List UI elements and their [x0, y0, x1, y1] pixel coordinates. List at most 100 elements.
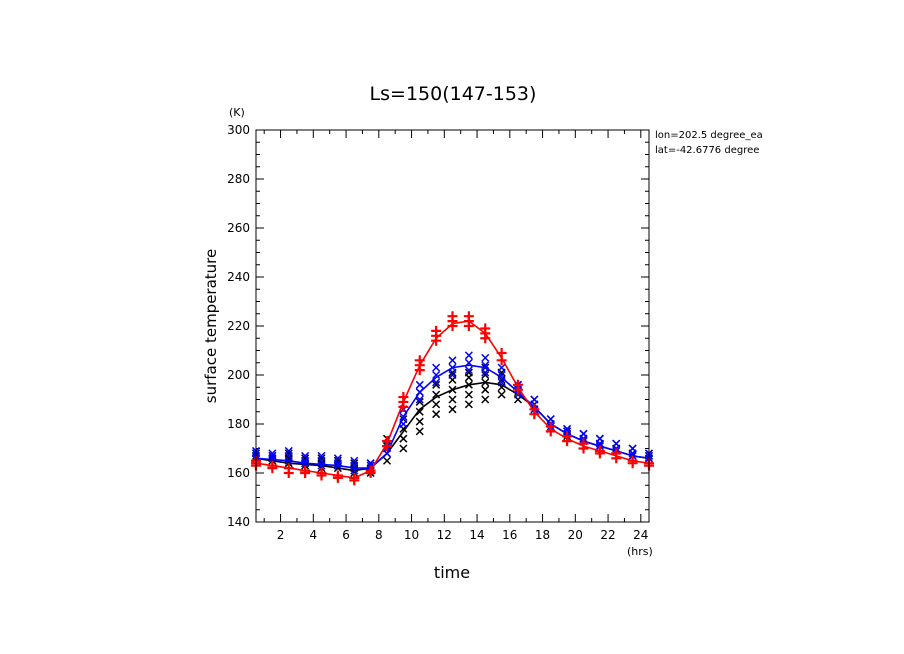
series-1-x-marker — [464, 366, 473, 375]
plot-frame — [255, 129, 650, 523]
series-1-x-marker — [333, 461, 342, 470]
series-1-x-marker — [350, 456, 359, 465]
series-0-line — [255, 381, 650, 472]
series-1-x-marker — [432, 363, 441, 372]
y-tick-label: 160 — [227, 466, 250, 480]
series-1-x-marker — [399, 412, 408, 421]
series-2-plus-marker — [414, 355, 425, 366]
series-2-plus-marker — [300, 465, 311, 476]
series-1-x-marker — [333, 454, 342, 463]
series-2-plus-marker — [562, 431, 573, 442]
series-1-x-marker — [595, 434, 604, 443]
x-tick-label: 12 — [437, 528, 452, 542]
series-0-x-marker — [415, 427, 424, 436]
y-tick-label: 200 — [227, 368, 250, 382]
series-1-x-marker — [317, 451, 326, 460]
series-1-x-marker — [497, 370, 506, 380]
series-0-x-marker — [284, 449, 293, 458]
series-1-x-marker — [268, 451, 277, 460]
series-0-x-marker — [432, 380, 441, 389]
series-1-x-marker — [301, 459, 310, 468]
y-axis-label: surface temperature — [202, 249, 220, 404]
series-2-plus-marker — [447, 311, 458, 322]
series-2-plus-marker — [594, 445, 605, 456]
annotation-lat: lat=-42.6776 degree — [655, 145, 759, 156]
series-2-plus-marker — [480, 323, 491, 334]
series-1-x-marker — [464, 351, 473, 360]
series-0-x-marker — [481, 370, 490, 380]
series-1-x-marker — [415, 395, 424, 404]
series-2-plus-marker — [365, 465, 376, 476]
series-2-plus-marker — [398, 392, 409, 403]
x-tick-label: 4 — [309, 528, 317, 542]
series-0-x-marker — [497, 390, 506, 399]
series-0-x-marker — [432, 410, 441, 419]
series-1-x-marker — [432, 378, 441, 387]
series-2-plus-marker — [627, 455, 638, 466]
x-tick-label: 18 — [535, 528, 550, 542]
series-1-x-marker — [415, 388, 424, 397]
y-tick-label: 220 — [227, 319, 250, 333]
series-1-x-marker — [448, 370, 457, 380]
series-2-plus-marker — [332, 470, 343, 481]
series-2-plus-marker — [316, 468, 327, 478]
chart-title: Ls=150(147-153) — [370, 83, 537, 105]
x-tick-label: 16 — [502, 528, 517, 542]
series-0-x-marker — [350, 459, 359, 468]
series-1-x-marker — [448, 356, 457, 365]
series-0-x-marker — [415, 397, 424, 406]
y-tick-label: 140 — [227, 515, 250, 529]
series-0-x-marker — [464, 368, 473, 377]
y-unit-label: (K) — [229, 106, 245, 119]
series-2-plus-marker — [545, 421, 556, 432]
x-axis-label: time — [434, 563, 470, 582]
series-1-x-marker — [268, 449, 277, 458]
series-2-plus-marker — [431, 325, 442, 336]
series-1-x-marker — [399, 419, 408, 429]
series-0-x-marker — [415, 417, 424, 426]
series-2-plus-marker — [496, 347, 507, 358]
x-unit-label: (hrs) — [627, 545, 653, 558]
series-0-x-marker — [382, 456, 392, 465]
series-2-plus-marker — [283, 463, 294, 474]
series-0-x-marker — [448, 385, 457, 394]
y-tick-label: 300 — [227, 123, 250, 137]
series-1-x-marker — [481, 353, 490, 362]
series-2-plus-marker — [529, 404, 540, 415]
series-0-x-marker — [481, 378, 490, 387]
series-1-x-marker — [464, 358, 473, 367]
series-2 — [251, 311, 654, 486]
series-0-x-marker — [448, 395, 457, 404]
series-1-x-marker — [497, 378, 506, 387]
x-tick-label: 10 — [404, 528, 419, 542]
series-1-x-marker — [481, 361, 490, 370]
series-1-x-marker — [579, 429, 588, 438]
series-1-x-marker — [497, 363, 506, 372]
series-1-x-marker — [563, 424, 572, 433]
series-1-x-marker — [301, 451, 310, 460]
series-0-x-marker — [415, 407, 424, 416]
x-tick-label: 2 — [277, 528, 285, 542]
series-1-x-marker — [546, 415, 555, 424]
x-tick-label: 24 — [633, 528, 648, 542]
series-0-x-marker — [399, 434, 408, 443]
series-1-x-marker — [481, 368, 490, 377]
series-2-plus-marker — [267, 460, 278, 471]
x-tick-label: 14 — [469, 528, 484, 542]
series-2-plus-marker — [349, 472, 360, 483]
y-tick-label: 180 — [227, 417, 250, 431]
annotation-lon: lon=202.5 degree_ea — [655, 130, 763, 141]
series-1-x-marker — [432, 370, 441, 380]
series-0-x-marker — [464, 380, 473, 389]
series-0-x-marker — [432, 400, 441, 409]
x-tick-label: 6 — [342, 528, 350, 542]
series-0-x-marker — [481, 385, 490, 394]
series-0-x-marker — [464, 390, 473, 399]
series-1-x-marker — [530, 395, 539, 404]
series-1-x-marker — [612, 439, 621, 448]
series-0-x-marker — [448, 405, 457, 414]
y-tick-label: 260 — [227, 221, 250, 235]
series-0-x-marker — [317, 454, 326, 463]
